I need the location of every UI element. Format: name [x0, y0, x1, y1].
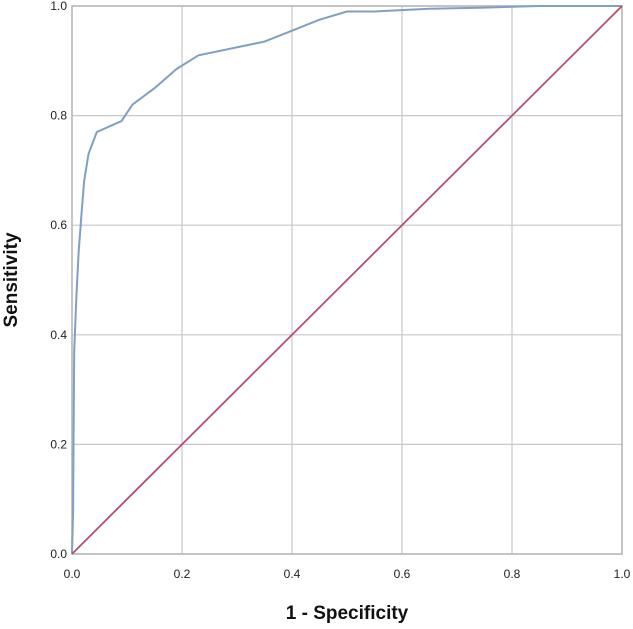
y-tick-label: 0.2 — [50, 437, 67, 451]
y-tick-label: 1.0 — [50, 0, 67, 13]
plot-frame — [71, 5, 623, 555]
x-tick-label: 0.8 — [504, 567, 521, 581]
x-axis-ticks: 0.0 0.2 0.4 0.6 0.8 1.0 — [64, 567, 631, 581]
y-axis-title: Sensitivity — [1, 232, 22, 327]
x-axis-title: 1 - Specificity — [286, 603, 409, 624]
x-tick-label: 0.2 — [174, 567, 191, 581]
x-tick-label: 0.4 — [284, 567, 301, 581]
x-tick-label: 0.0 — [64, 567, 81, 581]
y-tick-label: 0.4 — [50, 328, 67, 342]
x-tick-label: 0.6 — [394, 567, 411, 581]
y-tick-label: 0.0 — [50, 547, 67, 561]
y-axis-ticks: 0.0 0.2 0.4 0.6 0.8 1.0 — [50, 0, 67, 561]
series-layer — [71, 5, 623, 555]
reference-diagonal-line — [71, 5, 623, 555]
roc-curve-line — [71, 5, 622, 555]
y-tick-label: 0.6 — [50, 218, 67, 232]
y-tick-label: 0.8 — [50, 109, 67, 123]
x-tick-label: 1.0 — [614, 567, 631, 581]
